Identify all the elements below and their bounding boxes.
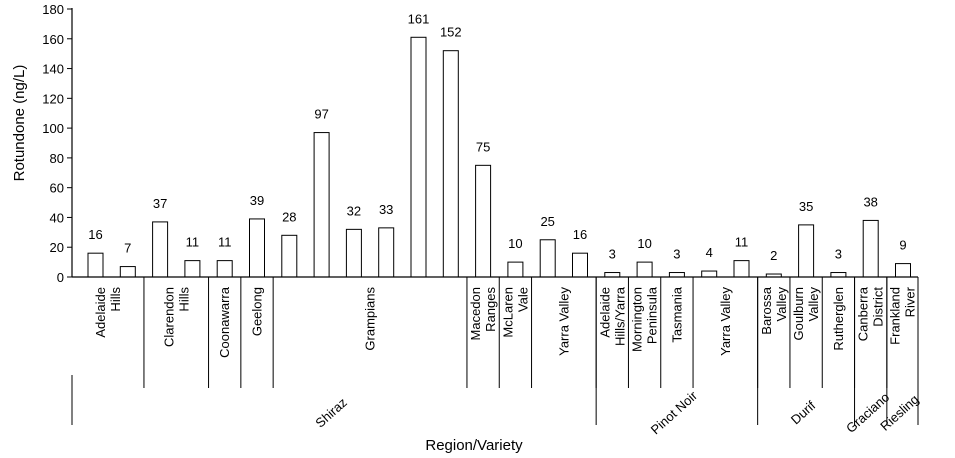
bar-value-label: 161 bbox=[408, 11, 430, 26]
bar-value-label: 11 bbox=[218, 235, 232, 250]
bar-value-label: 16 bbox=[88, 227, 102, 242]
bar bbox=[345, 228, 362, 278]
bar bbox=[313, 132, 330, 278]
bar bbox=[119, 266, 136, 278]
bar-value-label: 35 bbox=[799, 199, 813, 214]
bar bbox=[668, 272, 685, 278]
bar bbox=[539, 239, 556, 278]
region-label: River bbox=[902, 286, 917, 317]
bar bbox=[636, 261, 653, 278]
bar bbox=[378, 227, 395, 278]
region-label: Valley bbox=[774, 287, 789, 322]
bar bbox=[572, 252, 588, 278]
region-label: District bbox=[871, 287, 886, 327]
bar bbox=[895, 263, 911, 278]
bar bbox=[604, 272, 621, 278]
bar-value-label: 3 bbox=[609, 247, 616, 262]
region-labels-group: Adelaide Hills Clarendon Hills Coonawarra Gee… bbox=[93, 277, 917, 388]
region-label: Yarra Valley bbox=[556, 287, 571, 356]
bar-value-label: 11 bbox=[186, 235, 200, 250]
region-label: Coonawarra bbox=[217, 286, 232, 358]
region-label: Peninsula bbox=[645, 286, 660, 344]
region-label: Rutherglen bbox=[831, 287, 846, 351]
region-label: Hills bbox=[108, 287, 123, 312]
bar-value-label: 7 bbox=[124, 241, 131, 256]
bar bbox=[442, 50, 459, 278]
bars-group bbox=[87, 36, 911, 278]
bar bbox=[830, 272, 847, 278]
region-label: Clarendon bbox=[161, 287, 176, 347]
bar-value-label: 3 bbox=[673, 247, 680, 262]
region-label: Hills bbox=[176, 287, 191, 312]
region-label: McLaren bbox=[500, 287, 515, 338]
bar-value-label: 2 bbox=[770, 248, 777, 263]
bar bbox=[507, 261, 524, 278]
y-tick-label: 180 bbox=[42, 2, 64, 17]
bar-value-label: 10 bbox=[508, 236, 522, 251]
bar-value-label: 97 bbox=[314, 107, 328, 122]
bar-value-label: 11 bbox=[735, 235, 749, 250]
bar bbox=[410, 36, 427, 278]
region-label: Valley bbox=[806, 287, 821, 322]
bar-value-label: 37 bbox=[153, 196, 167, 211]
region-label: Yarra Valley bbox=[718, 287, 733, 356]
region-label: Macedon bbox=[468, 287, 483, 340]
variety-label: Pinot Noir bbox=[648, 388, 701, 438]
axes-group bbox=[71, 8, 918, 278]
region-label: Ranges bbox=[483, 287, 498, 332]
x-axis-title: Region/Variety bbox=[425, 437, 523, 454]
bar-value-label: 4 bbox=[706, 245, 713, 260]
bar-value-label: 152 bbox=[440, 25, 462, 40]
bar-value-label: 25 bbox=[540, 214, 554, 229]
bar-value-label: 75 bbox=[476, 139, 490, 154]
y-tick-label: 120 bbox=[42, 91, 64, 106]
y-tick-label: 0 bbox=[57, 270, 64, 285]
y-tick-label: 80 bbox=[50, 151, 64, 166]
region-label: Tasmania bbox=[669, 286, 684, 342]
region-label: Canberra bbox=[856, 286, 871, 341]
region-label: Hills/Yarra bbox=[612, 286, 627, 346]
bar-value-label: 16 bbox=[573, 227, 587, 242]
y-axis-title: Rotundone (ng/L) bbox=[11, 65, 28, 182]
bar bbox=[184, 260, 201, 278]
y-tick-label: 140 bbox=[42, 62, 64, 77]
bar-value-label: 32 bbox=[347, 203, 361, 218]
region-label: Mornington bbox=[630, 287, 645, 352]
bar bbox=[733, 260, 750, 278]
bar bbox=[249, 218, 265, 278]
region-label: Adelaide bbox=[93, 287, 108, 338]
bar bbox=[87, 252, 104, 278]
bar-value-label: 33 bbox=[379, 202, 393, 217]
bar bbox=[152, 221, 169, 278]
bar bbox=[216, 260, 233, 278]
region-label: Vale bbox=[515, 287, 530, 312]
bar-value-label: 9 bbox=[899, 238, 906, 253]
bar-value-label: 3 bbox=[835, 247, 842, 262]
bar bbox=[798, 224, 815, 278]
region-label: Frankland bbox=[887, 287, 902, 345]
region-label: Adelaide bbox=[597, 287, 612, 338]
y-axis-ticks: 0 20 40 60 80 100 120 140 160 180 bbox=[42, 2, 72, 285]
bar bbox=[701, 270, 718, 278]
region-label: Geelong bbox=[250, 287, 265, 336]
y-tick-label: 160 bbox=[42, 32, 64, 47]
bar-value-label: 38 bbox=[863, 194, 877, 209]
y-tick-label: 100 bbox=[42, 121, 64, 136]
y-tick-label: 20 bbox=[50, 240, 64, 255]
y-tick-label: 40 bbox=[50, 210, 64, 225]
variety-label: Shiraz bbox=[312, 395, 349, 431]
y-tick-label: 60 bbox=[50, 181, 64, 196]
bar bbox=[475, 164, 492, 278]
bar-value-label: 39 bbox=[250, 193, 264, 208]
variety-label: Durif bbox=[788, 398, 819, 428]
region-label: Goulburn bbox=[791, 287, 806, 340]
bar bbox=[281, 234, 298, 278]
bar-value-label: 28 bbox=[282, 209, 296, 224]
bar bbox=[862, 219, 879, 278]
bar-value-label: 10 bbox=[637, 236, 651, 251]
region-label: Grampians bbox=[363, 287, 378, 351]
region-label: Barossa bbox=[759, 286, 774, 334]
